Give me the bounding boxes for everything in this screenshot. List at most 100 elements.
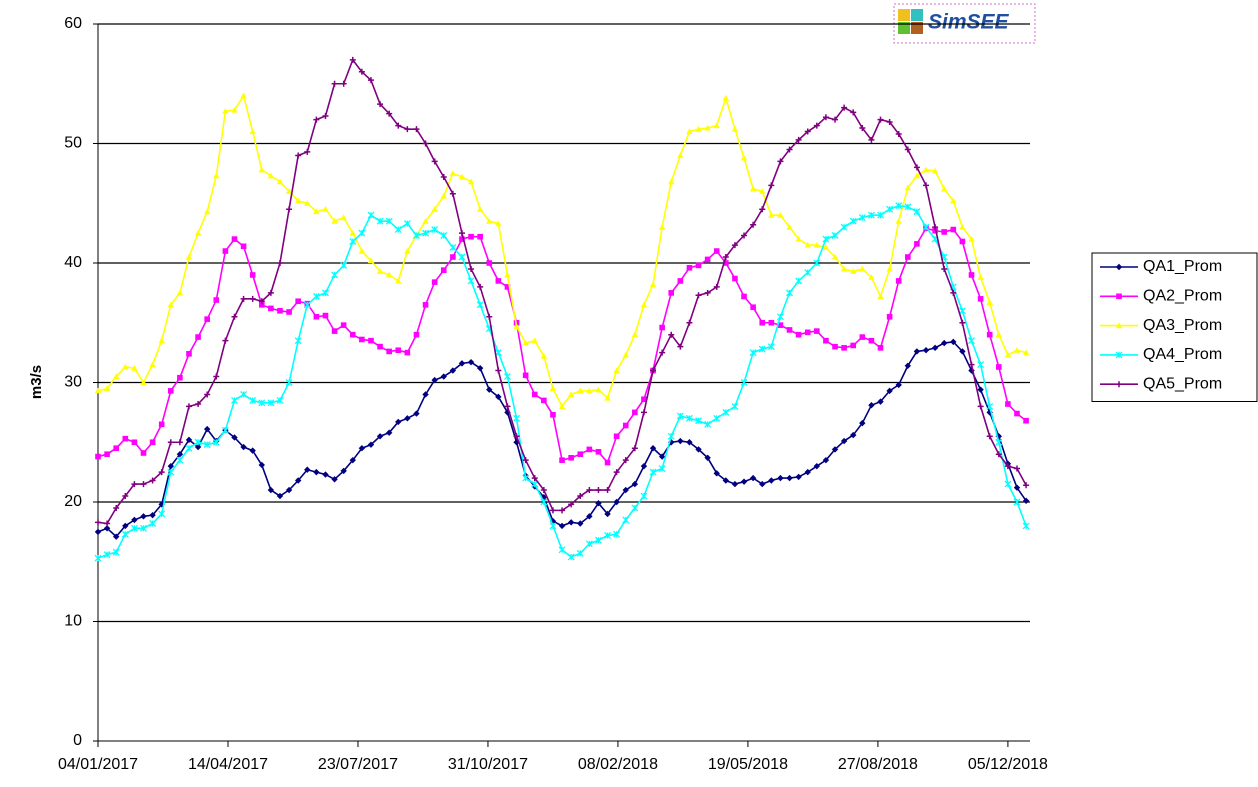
marker <box>595 386 602 393</box>
marker <box>895 217 902 224</box>
marker <box>668 290 675 296</box>
marker <box>158 337 165 344</box>
marker <box>294 197 302 204</box>
marker <box>977 386 984 393</box>
marker <box>1023 417 1029 424</box>
marker <box>767 343 775 351</box>
marker <box>941 185 948 192</box>
marker <box>567 553 575 561</box>
marker <box>604 487 611 494</box>
marker <box>722 477 730 484</box>
marker <box>267 172 275 179</box>
marker <box>476 206 484 212</box>
marker <box>231 396 238 404</box>
marker <box>1013 498 1021 506</box>
marker <box>777 212 784 218</box>
marker <box>285 379 293 386</box>
marker <box>1004 480 1012 488</box>
marker <box>704 420 712 428</box>
marker <box>731 480 739 488</box>
marker <box>285 486 293 494</box>
marker <box>758 345 766 353</box>
marker <box>749 185 757 192</box>
marker <box>495 393 502 401</box>
marker <box>368 337 374 344</box>
marker <box>295 298 301 305</box>
marker <box>112 548 120 556</box>
marker <box>941 265 948 272</box>
marker <box>503 373 511 380</box>
marker <box>313 468 320 476</box>
marker <box>649 281 657 288</box>
marker <box>413 410 420 417</box>
marker <box>395 347 402 354</box>
marker <box>185 436 193 444</box>
marker <box>404 126 411 133</box>
marker <box>722 408 730 416</box>
marker <box>631 504 639 512</box>
marker <box>759 188 766 194</box>
marker <box>376 217 384 225</box>
marker <box>249 272 256 278</box>
y-tick-label: 0 <box>73 732 82 749</box>
marker <box>595 449 602 455</box>
marker <box>968 367 975 374</box>
marker <box>658 223 666 230</box>
marker <box>121 530 129 538</box>
marker <box>395 122 402 129</box>
marker <box>613 367 620 374</box>
marker <box>122 363 129 370</box>
series-line <box>97 204 1027 559</box>
marker <box>923 182 930 189</box>
marker <box>377 101 384 108</box>
marker <box>750 304 756 311</box>
marker <box>549 522 557 530</box>
marker <box>795 331 802 338</box>
marker <box>1005 401 1011 407</box>
marker <box>203 425 211 433</box>
marker <box>240 443 247 451</box>
marker <box>531 475 538 482</box>
marker <box>886 265 893 272</box>
marker <box>186 351 192 357</box>
marker <box>786 289 793 297</box>
marker <box>695 417 702 425</box>
marker <box>340 214 347 221</box>
marker <box>804 329 811 336</box>
marker <box>686 319 693 326</box>
marker <box>640 492 648 500</box>
marker <box>749 474 757 482</box>
marker <box>759 480 766 488</box>
marker <box>822 235 830 243</box>
marker <box>222 337 229 344</box>
marker <box>895 130 902 137</box>
marker <box>795 277 803 285</box>
marker <box>122 435 129 442</box>
marker <box>440 232 448 239</box>
marker <box>968 272 975 278</box>
marker <box>1022 522 1030 530</box>
marker <box>176 451 184 458</box>
marker <box>895 202 903 210</box>
marker <box>886 205 894 213</box>
marker <box>467 277 475 285</box>
marker <box>422 229 430 237</box>
marker <box>722 254 729 261</box>
marker <box>185 253 193 260</box>
marker <box>304 466 311 473</box>
marker <box>804 241 811 248</box>
marker <box>731 402 739 410</box>
marker <box>858 214 866 222</box>
marker <box>103 525 111 532</box>
marker <box>286 309 292 315</box>
marker <box>167 301 174 308</box>
marker <box>576 549 584 557</box>
marker <box>385 217 393 225</box>
marker <box>795 136 802 143</box>
marker <box>740 379 748 386</box>
marker <box>722 94 730 101</box>
marker <box>403 220 411 228</box>
marker <box>495 367 502 374</box>
marker <box>267 486 275 494</box>
marker <box>959 348 966 355</box>
